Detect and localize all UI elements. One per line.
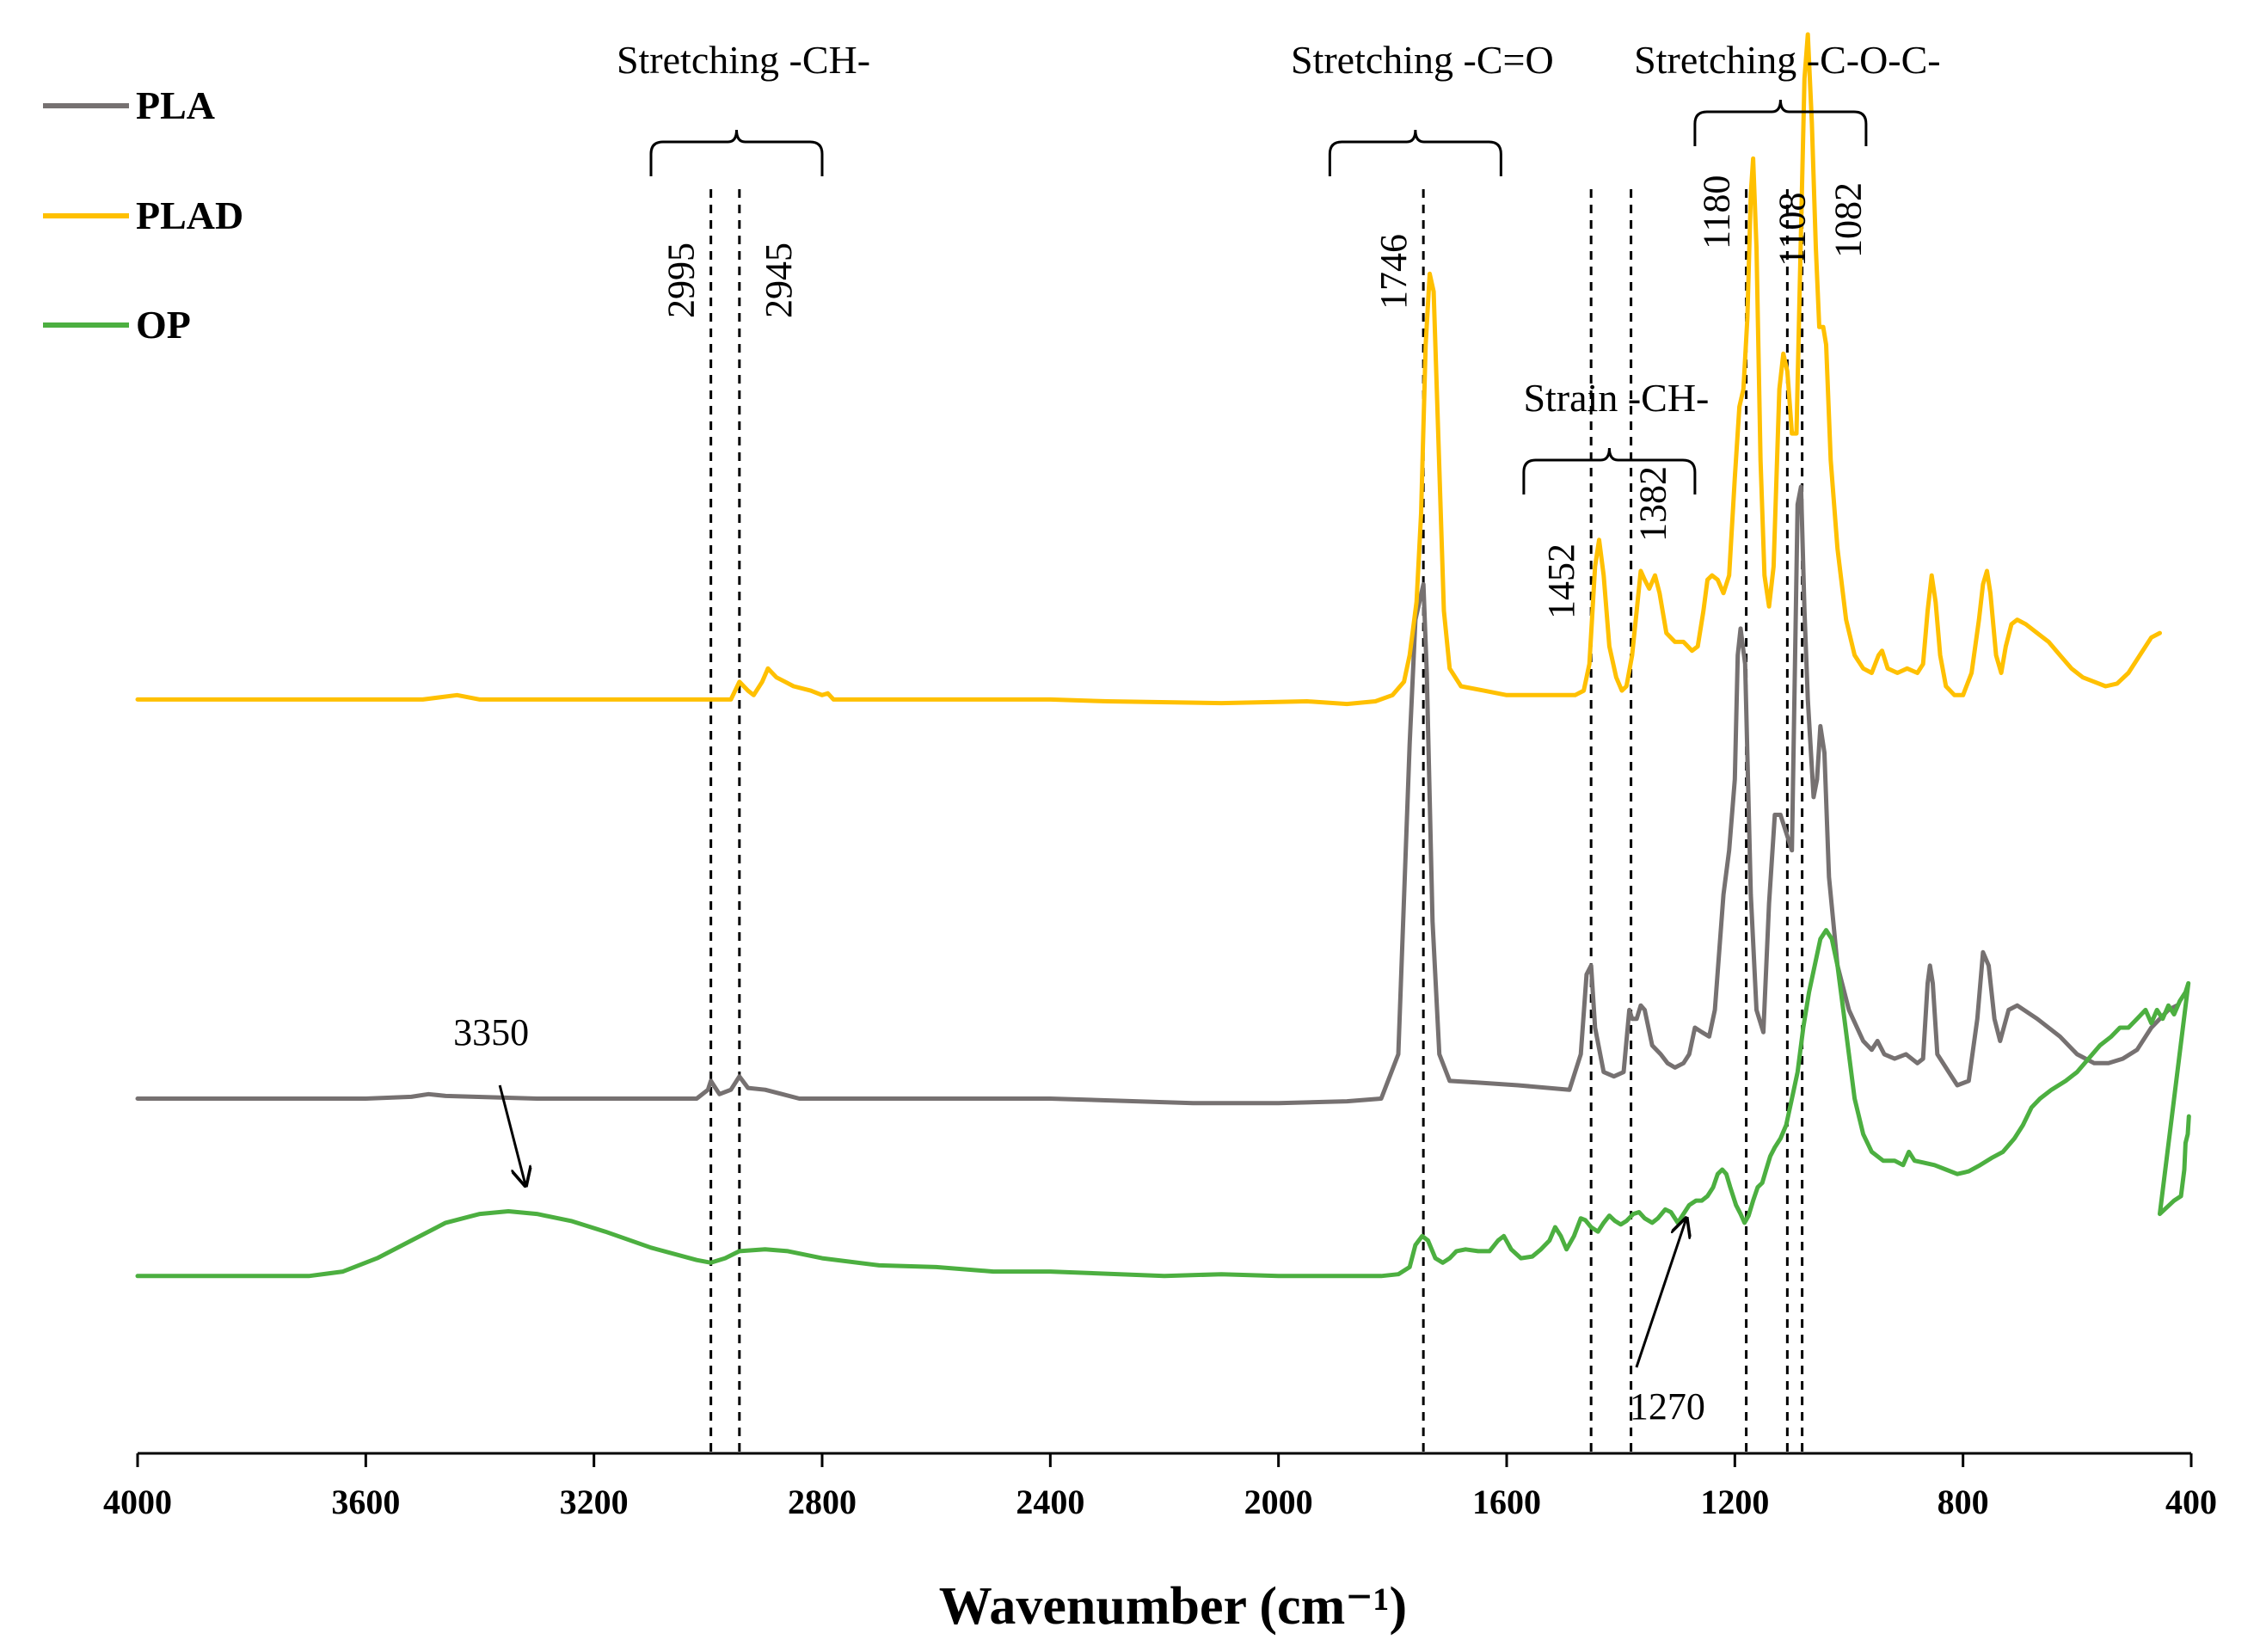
- group-bracket: [1693, 99, 1868, 146]
- x-axis-title: Wavenumber (cm⁻¹): [939, 1577, 1407, 1636]
- legend-label-plad: PLAD: [136, 193, 243, 237]
- legend-label-op: OP: [136, 303, 191, 347]
- x-tick-label: 400: [2165, 1483, 2217, 1521]
- group-label: Strain -CH-: [1523, 376, 1709, 420]
- legend-label-pla: PLA: [136, 83, 215, 127]
- series-layer: [135, 32, 2191, 1279]
- peak-label: 1746: [1373, 234, 1415, 310]
- peak-label: 1382: [1632, 466, 1674, 542]
- group-label: Stretching -CH-: [617, 38, 870, 82]
- group-bracket: [1522, 447, 1697, 494]
- peak-labels: 2995 2945 1746 1452 1382 1180 1108 1082: [660, 175, 1870, 619]
- series-line-pla: [135, 484, 2179, 1106]
- reference-lines: [709, 189, 1804, 1453]
- x-tick-label: 1600: [1472, 1483, 1541, 1521]
- group-labels: Stretching -CH- Stretching -C=O Strain -CH…: [617, 38, 1941, 494]
- annotation-arrow: [1635, 1219, 1686, 1368]
- x-tick-label: 2400: [1016, 1483, 1084, 1521]
- annotations: 3350 1270: [453, 1011, 1705, 1428]
- x-tick-label: 3200: [560, 1483, 629, 1521]
- x-tick-label: 800: [1938, 1483, 1989, 1521]
- peak-label: 2945: [758, 243, 800, 318]
- x-tick-label: 3600: [331, 1483, 400, 1521]
- peak-label: 1082: [1827, 182, 1870, 258]
- annotation-arrow: [498, 1084, 525, 1185]
- x-tick-label: 2000: [1244, 1483, 1313, 1521]
- group-bracket: [649, 129, 824, 176]
- group-bracket: [1328, 129, 1502, 176]
- group-label: Stretching -C-O-C-: [1634, 38, 1940, 82]
- peak-label: 1180: [1696, 175, 1738, 249]
- legend: PLA PLAD OP: [43, 83, 243, 347]
- x-tick-label: 4000: [103, 1483, 172, 1521]
- x-tick-label: 2800: [788, 1483, 857, 1521]
- group-label: Stretching -C=O: [1291, 38, 1554, 82]
- series-line-plad: [135, 32, 2162, 707]
- x-axis: 4000 3600 3200 2800 2400 2000 1600 1200 800 400 Wa…: [103, 1452, 2217, 1636]
- peak-label: 1108: [1771, 193, 1813, 267]
- annotation-label: 3350: [453, 1011, 529, 1053]
- annotation-label: 1270: [1630, 1385, 1705, 1428]
- peak-label: 1452: [1540, 544, 1582, 619]
- series-line-op: [135, 928, 2191, 1279]
- x-tick-label: 1200: [1700, 1483, 1769, 1521]
- peak-label: 2995: [660, 243, 703, 318]
